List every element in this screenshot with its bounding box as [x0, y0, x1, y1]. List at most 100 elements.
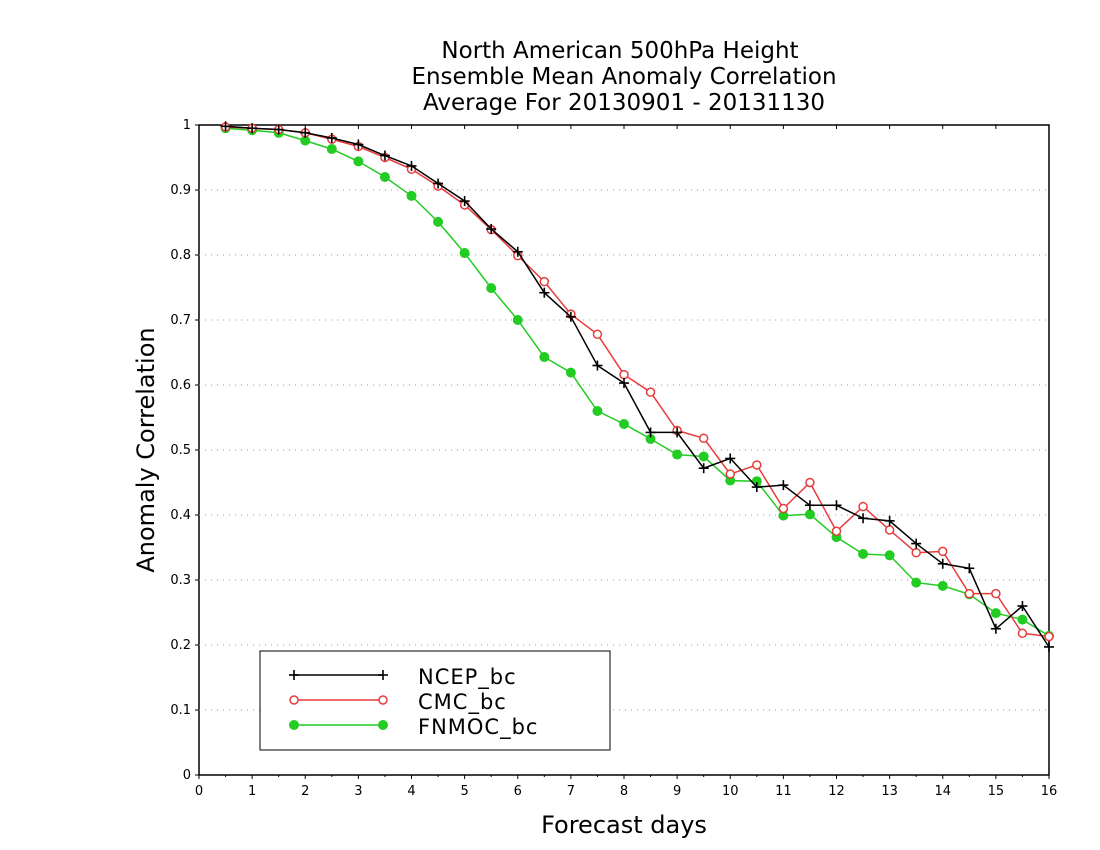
- data-point-cmc-bc: [592, 329, 603, 340]
- data-point-ncep-bc: [725, 453, 736, 464]
- data-point-fnmoc-bc: [406, 190, 417, 201]
- data-point-fnmoc-bc: [884, 550, 895, 561]
- data-point-ncep-bc: [379, 150, 390, 161]
- data-point-ncep-bc: [804, 500, 815, 511]
- data-point-ncep-bc: [911, 538, 922, 549]
- data-point-fnmoc-bc: [326, 144, 337, 155]
- data-point-ncep-bc: [831, 500, 842, 511]
- data-point-cmc-bc: [698, 433, 709, 444]
- data-point-cmc-bc: [752, 460, 762, 470]
- data-point-fnmoc-bc: [858, 549, 869, 559]
- x-tick-label: 7: [567, 784, 575, 799]
- data-point-ncep-bc: [937, 558, 948, 569]
- x-tick-label: 12: [828, 784, 845, 799]
- x-tick-label: 3: [354, 784, 362, 799]
- legend-label-cmc: CMC_bc: [418, 690, 507, 715]
- data-point-ncep-bc: [220, 121, 231, 132]
- y-tick-label: 0.2: [170, 638, 191, 653]
- x-tick-label: 13: [881, 784, 898, 799]
- y-tick-label: 0.3: [170, 573, 191, 588]
- data-point-ncep-bc: [645, 427, 656, 438]
- data-point-ncep-bc: [592, 360, 603, 371]
- data-point-fnmoc-bc: [592, 406, 603, 416]
- data-point-ncep-bc: [964, 563, 975, 574]
- data-point-cmc-bc: [619, 369, 629, 380]
- series-layer: [220, 121, 1054, 652]
- data-point-fnmoc-bc: [565, 367, 576, 378]
- gridlines: [199, 189, 1049, 711]
- data-point-ncep-bc: [512, 246, 523, 257]
- legend-marker-cmc-bc: [378, 695, 388, 705]
- legend-marker-fnmoc-bc: [378, 720, 388, 730]
- x-tick-label: 10: [722, 784, 739, 799]
- x-tick-label: 8: [620, 784, 628, 799]
- data-point-ncep-bc: [433, 178, 444, 189]
- x-tick-label: 16: [1041, 784, 1058, 799]
- x-tick-label: 5: [460, 784, 468, 799]
- data-point-fnmoc-bc: [990, 608, 1001, 619]
- legend-marker-ncep-bc: [378, 670, 388, 680]
- data-point-fnmoc-bc: [698, 451, 709, 462]
- y-tick-label: 0.6: [170, 378, 191, 393]
- series-cmc-bc: [220, 122, 1054, 642]
- data-point-ncep-bc: [300, 127, 311, 138]
- data-point-ncep-bc: [619, 378, 629, 389]
- data-point-ncep-bc: [326, 133, 337, 143]
- data-point-fnmoc-bc: [512, 315, 523, 325]
- data-point-ncep-bc: [858, 513, 869, 524]
- data-point-ncep-bc: [539, 287, 550, 298]
- x-tick-label: 9: [673, 784, 681, 799]
- data-point-cmc-bc: [964, 588, 975, 599]
- x-axis-title: Forecast days: [541, 811, 707, 839]
- data-point-cmc-bc: [645, 387, 656, 397]
- data-point-fnmoc-bc: [672, 449, 683, 460]
- data-point-cmc-bc: [858, 501, 868, 512]
- data-point-cmc-bc: [778, 503, 789, 514]
- legend-marker-fnmoc-bc: [289, 720, 299, 730]
- data-point-fnmoc-bc: [353, 156, 364, 167]
- data-point-ncep-bc: [751, 482, 762, 493]
- legend-label-ncep: NCEP_bc: [418, 665, 517, 690]
- y-tick-label: 0.8: [170, 248, 191, 263]
- data-point-ncep-bc: [672, 427, 683, 438]
- x-tick-label: 6: [514, 784, 522, 799]
- x-tick-label: 2: [301, 784, 309, 799]
- legend-symbols: [289, 670, 388, 730]
- series-line-fnmoc-bc: [225, 127, 1050, 637]
- data-point-fnmoc-bc: [937, 580, 948, 591]
- series-line-ncep-bc: [225, 125, 1050, 648]
- data-point-ncep-bc: [353, 139, 364, 150]
- x-tick-label: 14: [934, 784, 951, 799]
- chart-title-line-3: Average For 20130901 - 20131130: [423, 90, 825, 116]
- chart-title-line-2: Ensemble Mean Anomaly Correlation: [411, 64, 836, 90]
- data-point-ncep-bc: [698, 463, 709, 474]
- y-axis: 0 0.1 0.2 0.3 0.4 0.5 0.6 0.7 0.8 0.9 1: [170, 118, 199, 783]
- legend-marker-ncep-bc: [289, 670, 299, 680]
- y-axis-title: Anomaly Correlation: [132, 327, 160, 572]
- data-point-ncep-bc: [247, 123, 258, 134]
- x-tick-label: 4: [407, 784, 415, 799]
- y-tick-label: 0.9: [170, 183, 191, 198]
- data-point-ncep-bc: [1044, 641, 1054, 652]
- x-tick-label: 11: [775, 784, 792, 799]
- data-point-fnmoc-bc: [619, 419, 629, 429]
- data-point-cmc-bc: [1044, 631, 1054, 642]
- series-ncep-bc: [220, 121, 1054, 652]
- x-axis: 0 1 2 3 4 5 6 7 8 9 10 11 12 13 14 15 16: [195, 125, 1057, 799]
- data-point-ncep-bc: [990, 623, 1001, 634]
- y-tick-label: 0.7: [170, 313, 191, 328]
- data-point-cmc-bc: [831, 526, 842, 536]
- y-tick-label: 0.4: [170, 508, 191, 523]
- data-point-cmc-bc: [911, 547, 921, 558]
- series-line-cmc-bc: [225, 126, 1050, 638]
- data-point-cmc-bc: [725, 469, 735, 479]
- data-point-fnmoc-bc: [433, 216, 444, 227]
- data-point-fnmoc-bc: [486, 283, 497, 294]
- data-point-cmc-bc: [991, 588, 1001, 599]
- data-point-ncep-bc: [884, 515, 895, 526]
- data-point-ncep-bc: [273, 124, 284, 135]
- data-point-cmc-bc: [1017, 628, 1028, 639]
- chart-title-line-1: North American 500hPa Height: [441, 38, 798, 64]
- y-tick-label: 0.1: [170, 703, 191, 718]
